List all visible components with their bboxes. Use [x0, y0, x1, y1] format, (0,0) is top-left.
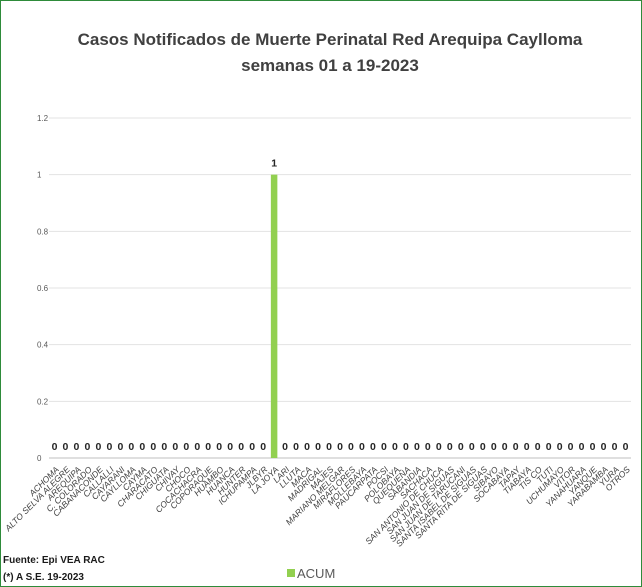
data-label: 0 — [557, 441, 563, 453]
date-note: (*) A S.E. 19-2023 — [3, 572, 84, 583]
data-label: 0 — [513, 441, 519, 453]
data-label: 0 — [612, 441, 618, 453]
grid-layer — [49, 117, 631, 459]
data-label: 0 — [469, 441, 475, 453]
y-tick-label: 1 — [37, 171, 42, 180]
data-label: 0 — [601, 441, 607, 453]
data-label: 0 — [436, 441, 442, 453]
data-label: 0 — [227, 441, 233, 453]
data-label: 0 — [304, 441, 310, 453]
legend-label: ACUM — [297, 566, 335, 581]
chart-title: Casos Notificados de Muerte Perinatal Re… — [78, 30, 583, 49]
data-label: 0 — [491, 441, 497, 453]
legend-swatch — [287, 569, 295, 577]
data-label: 0 — [106, 441, 112, 453]
data-label: 0 — [216, 441, 222, 453]
data-label: 0 — [623, 441, 629, 453]
y-tick-label: 0.4 — [37, 341, 49, 350]
data-label: 0 — [458, 441, 464, 453]
data-label: 0 — [183, 441, 189, 453]
data-label: 0 — [348, 441, 354, 453]
chart-subtitle: semanas 01 a 19-2023 — [241, 56, 419, 75]
data-label: 0 — [568, 441, 574, 453]
y-tick-label: 0.6 — [37, 284, 49, 293]
data-label: 0 — [546, 441, 552, 453]
y-tick-label: 0 — [37, 454, 42, 463]
bar-layer — [270, 174, 278, 458]
data-label: 0 — [205, 441, 211, 453]
data-label: 0 — [370, 441, 376, 453]
data-label: 0 — [524, 441, 530, 453]
data-label: 0 — [172, 441, 178, 453]
data-label: 0 — [194, 441, 200, 453]
data-label: 0 — [392, 441, 398, 453]
data-label: 0 — [161, 441, 167, 453]
data-label: 0 — [260, 441, 266, 453]
legend: ACUM — [287, 566, 335, 581]
data-label: 0 — [85, 441, 91, 453]
source-note: Fuente: Epi VEA RAC — [3, 555, 105, 566]
data-label: 0 — [249, 441, 255, 453]
data-label: 0 — [128, 441, 134, 453]
y-tick-label: 0.2 — [37, 397, 49, 406]
data-label: 0 — [150, 441, 156, 453]
data-label: 0 — [414, 441, 420, 453]
y-tick-label: 0.8 — [37, 227, 49, 236]
data-label: 0 — [95, 441, 101, 453]
data-label: 0 — [238, 441, 244, 453]
data-label: 0 — [447, 441, 453, 453]
data-label: 0 — [337, 441, 343, 453]
data-label: 0 — [74, 441, 80, 453]
data-label: 0 — [293, 441, 299, 453]
data-label: 0 — [326, 441, 332, 453]
data-label: 0 — [502, 441, 508, 453]
data-label: 1 — [271, 158, 277, 170]
data-label: 0 — [579, 441, 585, 453]
data-label: 0 — [480, 441, 486, 453]
data-label-layer: 0 0 0 0 0 0 0 0 0 0 0 0 0 0 0 0 0 0 0 010 0 0 0 0 0 0 0 0 0 0 0 0 0 0 0 0 0 0… — [52, 158, 629, 453]
data-label: 0 — [381, 441, 387, 453]
bar — [270, 174, 278, 458]
data-label: 0 — [52, 441, 58, 453]
data-label: 0 — [359, 441, 365, 453]
data-label: 0 — [139, 441, 145, 453]
y-tick-label: 1.2 — [37, 114, 49, 123]
data-label: 0 — [315, 441, 321, 453]
data-label: 0 — [117, 441, 123, 453]
data-label: 0 — [63, 441, 69, 453]
data-label: 0 — [425, 441, 431, 453]
data-label: 0 — [535, 441, 541, 453]
data-label: 0 — [403, 441, 409, 453]
data-label: 0 — [282, 441, 288, 453]
data-label: 0 — [590, 441, 596, 453]
y-axis-ticks: 0 0.2 0.4 0.6 0.8 1 1.2 — [37, 114, 49, 463]
